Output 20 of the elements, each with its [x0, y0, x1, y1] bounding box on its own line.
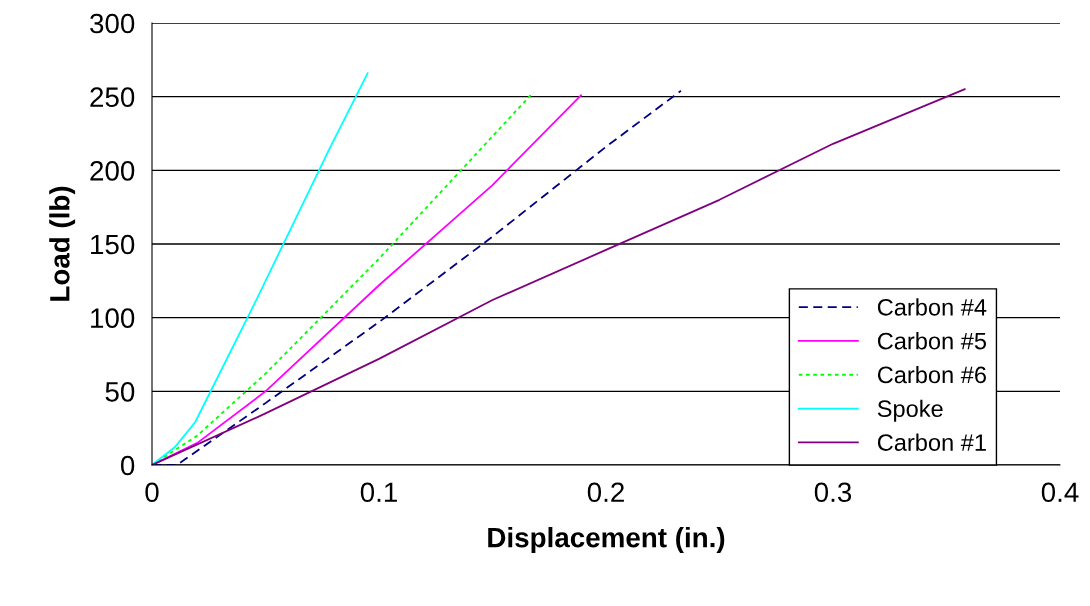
legend-label: Carbon #1: [877, 433, 986, 451]
x-axis-title: Displacement (in.): [488, 527, 725, 553]
y-tick-label: 100: [91, 308, 135, 329]
legend-label: Spoke: [877, 399, 943, 422]
x-tick-label: 0: [145, 482, 159, 503]
x-tick-label: 0.4: [1041, 482, 1079, 503]
y-axis-title: Load (lb): [49, 186, 76, 301]
x-tick-label: 0.1: [360, 482, 397, 503]
legend-label: Carbon #4: [877, 298, 987, 316]
y-tick-label: 50: [105, 382, 135, 402]
y-tick-label: 250: [90, 87, 135, 108]
y-tick-label: 200: [90, 161, 135, 181]
y-tick-label: 0: [120, 455, 135, 476]
legend-label: Carbon #6: [877, 365, 986, 384]
legend-label: Carbon #5: [877, 332, 987, 350]
line-series: [152, 72, 369, 465]
y-tick-label: 300: [90, 13, 135, 34]
y-tick-label: 150: [91, 234, 135, 255]
x-tick-label: 0.2: [587, 482, 624, 503]
x-tick-label: 0.3: [814, 482, 852, 503]
